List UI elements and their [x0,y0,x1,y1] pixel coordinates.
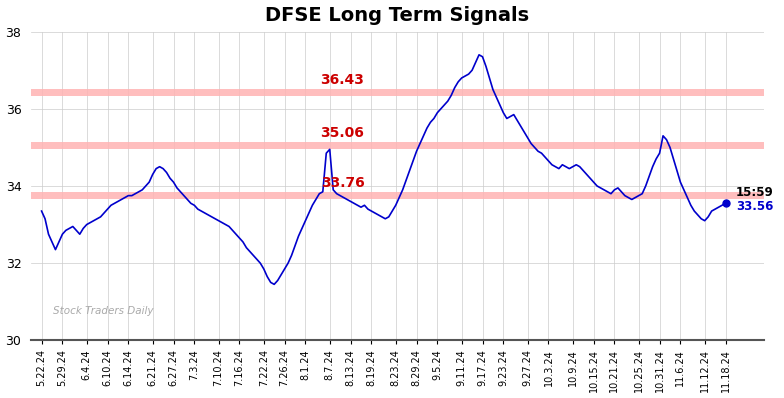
Text: 35.06: 35.06 [321,126,365,140]
Text: 15:59: 15:59 [736,185,774,199]
Bar [31,89,764,96]
Bar [31,142,764,148]
Title: DFSE Long Term Signals: DFSE Long Term Signals [265,6,529,25]
Text: Stock Traders Daily: Stock Traders Daily [53,306,154,316]
Text: 33.76: 33.76 [321,176,365,190]
Bar [31,192,764,199]
Text: 33.56: 33.56 [736,200,773,213]
Text: 36.43: 36.43 [321,73,365,87]
